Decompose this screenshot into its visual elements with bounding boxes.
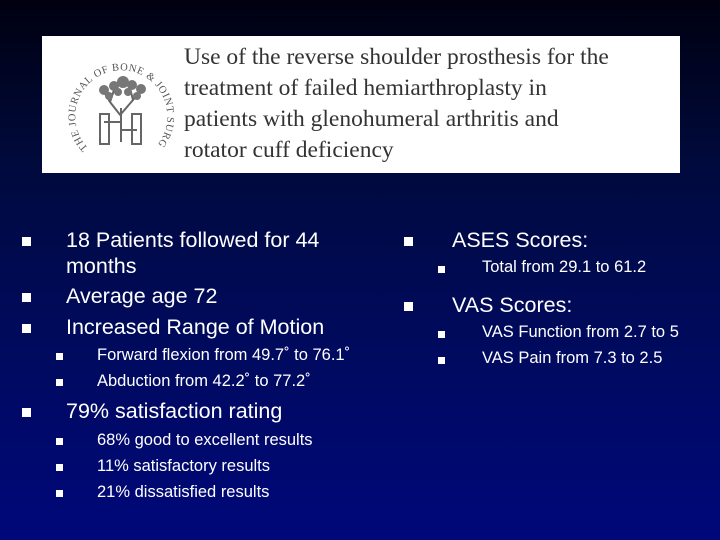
sub-bullet-square-icon xyxy=(438,331,445,338)
bullet-satisfaction: 79% satisfaction rating xyxy=(66,399,283,423)
bullet-patients-line2: months xyxy=(66,254,137,278)
sub-bullet-abduction: Abduction from 42.2˚ to 77.2˚ xyxy=(97,372,311,390)
sub-bullet-dissatisfied: 21% dissatisfied results xyxy=(97,483,270,501)
sub-bullet-good-excellent: 68% good to excellent results xyxy=(97,431,313,449)
sub-bullet-square-icon xyxy=(56,438,63,445)
sub-bullet-satisfactory: 11% satisfactory results xyxy=(97,457,271,475)
bullet-square-icon xyxy=(22,408,31,417)
ases-scores-heading: ASES Scores: xyxy=(452,228,589,252)
sub-bullet-square-icon xyxy=(56,490,63,497)
vas-pain: VAS Pain from 7.3 to 2.5 xyxy=(482,349,663,367)
sub-bullet-square-icon xyxy=(438,266,445,273)
bullet-patients-line1: 18 Patients followed for 44 xyxy=(66,228,320,252)
bullet-square-icon xyxy=(22,237,31,246)
bullet-square-icon xyxy=(404,237,413,246)
title-banner: THE JOURNAL OF BONE & JOINT SURGERY (Br)… xyxy=(42,36,680,173)
sub-bullet-square-icon xyxy=(438,357,445,364)
journal-logo: THE JOURNAL OF BONE & JOINT SURGERY (Br) xyxy=(60,44,175,153)
bullet-square-icon xyxy=(22,293,31,302)
sub-bullet-square-icon xyxy=(56,379,63,386)
bullet-average-age: Average age 72 xyxy=(66,284,218,308)
paper-title: Use of the reverse shoulder prosthesis f… xyxy=(184,44,609,163)
sub-bullet-square-icon xyxy=(56,353,63,360)
ases-total: Total from 29.1 to 61.2 xyxy=(482,258,647,276)
vas-function: VAS Function from 2.7 to 5 xyxy=(482,323,679,341)
svg-text:THE JOURNAL OF BONE & JOINT SU: THE JOURNAL OF BONE & JOINT SURGERY (Br) xyxy=(60,44,175,153)
bullet-range-of-motion: Increased Range of Motion xyxy=(66,315,325,339)
bullet-square-icon xyxy=(404,302,413,311)
bullet-square-icon xyxy=(22,324,31,333)
sub-bullet-forward-flexion: Forward flexion from 49.7˚ to 76.1˚ xyxy=(97,346,351,364)
sub-bullet-square-icon xyxy=(56,464,63,471)
vas-scores-heading: VAS Scores: xyxy=(452,293,573,317)
